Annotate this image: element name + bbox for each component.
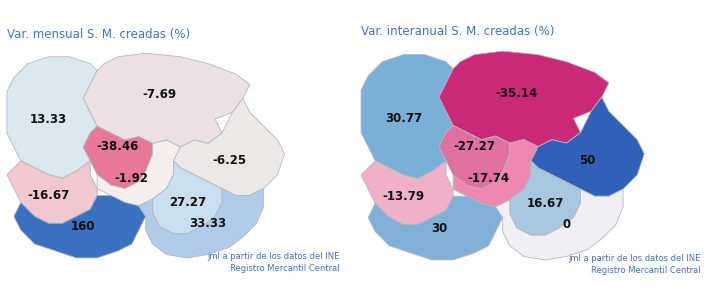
Polygon shape [510,161,581,235]
Text: -7.69: -7.69 [142,88,176,102]
Text: Var. mensual S. M. creadas (%): Var. mensual S. M. creadas (%) [7,28,190,41]
Text: -27.27: -27.27 [453,140,496,153]
Text: -17.74: -17.74 [467,172,510,185]
Text: -1.92: -1.92 [115,172,149,185]
Polygon shape [97,140,181,206]
Polygon shape [439,51,609,147]
Polygon shape [7,57,97,178]
Polygon shape [7,161,97,223]
Text: -35.14: -35.14 [496,87,538,100]
Polygon shape [84,126,153,188]
Text: -6.25: -6.25 [212,154,246,167]
Polygon shape [453,140,538,207]
Polygon shape [368,196,503,260]
Polygon shape [531,97,644,196]
Text: 13.33: 13.33 [30,113,67,126]
Text: 50: 50 [579,154,596,167]
Polygon shape [439,125,510,189]
Text: jml a partir de los datos del INE
Registro Mercantil Central: jml a partir de los datos del INE Regist… [207,252,340,273]
Text: Var. interanual S. M. creadas (%): Var. interanual S. M. creadas (%) [361,25,554,38]
Text: 0: 0 [562,218,571,231]
Text: 160: 160 [71,220,96,233]
Text: -38.46: -38.46 [97,140,139,153]
Text: 30: 30 [431,221,447,235]
Polygon shape [84,53,250,147]
Polygon shape [496,189,623,260]
Polygon shape [139,188,263,258]
Text: 30.77: 30.77 [385,112,422,125]
Text: 33.33: 33.33 [190,217,227,230]
Polygon shape [153,161,222,234]
Polygon shape [361,161,453,225]
Text: -16.67: -16.67 [28,189,69,202]
Text: -13.79: -13.79 [382,190,425,203]
Text: 27.27: 27.27 [169,196,206,209]
Text: 16.67: 16.67 [527,197,564,210]
Text: jml a partir de los datos del INE
Registro Mercantil Central: jml a partir de los datos del INE Regist… [569,255,701,275]
Polygon shape [173,98,285,195]
Polygon shape [361,55,453,178]
Polygon shape [14,195,146,258]
